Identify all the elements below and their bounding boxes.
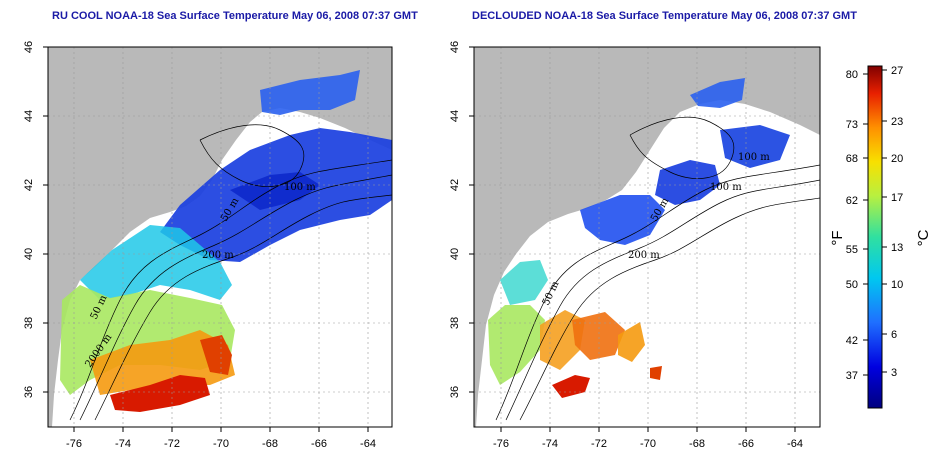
warm-water-region: [572, 312, 625, 360]
colorbar-f-ticks: [863, 73, 868, 376]
lon-tick-label: -76: [66, 438, 82, 450]
lon-tick-label: -64: [787, 438, 803, 450]
hot-water-region: [650, 366, 662, 380]
land-mass: [474, 47, 820, 427]
colorbar-f-tick-label: 68: [846, 153, 858, 165]
panel1-frame: [47, 46, 393, 428]
colorbar-f-tick-label: 42: [846, 335, 858, 347]
lon-tick-label: -68: [262, 438, 278, 450]
lon-tick-label: -66: [311, 438, 327, 450]
bathymetry-contours: [69, 124, 392, 421]
colorbar-c-tick-label: 13: [891, 242, 903, 254]
colorbar-f-tick-label: 50: [846, 279, 858, 291]
panel2-map: [474, 47, 820, 427]
contour-label: 100 m: [738, 152, 770, 163]
colorbar-c-tick-label: 10: [891, 279, 903, 291]
lat-tick-label: 40: [23, 248, 35, 260]
cold-water-region: [690, 78, 745, 108]
colorbar-f-tick-label: 80: [846, 69, 858, 81]
lat-tick-label: 44: [449, 110, 461, 122]
lat-tick-label: 36: [23, 386, 35, 398]
cool-water-region: [80, 225, 232, 300]
lon-tick-label: -70: [640, 438, 656, 450]
cool-water-region: [500, 260, 548, 305]
contour-label: 200 m: [628, 250, 660, 261]
colorbar-c-tick-label: 17: [891, 192, 903, 204]
lat-tick-label: 38: [449, 317, 461, 329]
colorbar-f-tick-label: 37: [846, 370, 858, 382]
hot-water-region: [110, 375, 210, 412]
contour-label: 200 m: [202, 250, 234, 261]
lon-tick-label: -66: [738, 438, 754, 450]
lon-tick-label: -70: [213, 438, 229, 450]
contour-label: 100 m: [710, 182, 742, 193]
lat-tick-label: 44: [23, 110, 35, 122]
cold-water-region: [655, 160, 720, 205]
cold-water-region: [230, 172, 320, 210]
lat-tick-label: 36: [449, 386, 461, 398]
colorbar: [867, 65, 883, 409]
colorbar-c-tick-label: 20: [891, 153, 903, 165]
panel1-lat-axis: [43, 46, 48, 393]
map-graticule: [48, 47, 392, 427]
lon-tick-label: -72: [591, 438, 607, 450]
colorbar-f-tick-label: 73: [846, 119, 858, 131]
lat-tick-label: 46: [449, 41, 461, 53]
lon-tick-label: -76: [493, 438, 509, 450]
cold-water-region: [580, 195, 665, 245]
panel2-frame: [473, 46, 821, 428]
colorbar-c-ticks: [882, 69, 887, 373]
lat-tick-label: 42: [449, 179, 461, 191]
map-graticule: [474, 47, 820, 427]
lon-tick-label: -64: [360, 438, 376, 450]
bathymetry-contours: [495, 116, 820, 421]
hot-water-region: [200, 335, 232, 375]
colorbar-c-tick-label: 3: [891, 367, 897, 379]
cold-water-region: [720, 125, 790, 168]
colorbar-c-tick-label: 27: [891, 65, 903, 77]
panel2-lat-axis: [469, 46, 474, 393]
panel2-lon-axis: [500, 427, 796, 432]
lon-tick-label: -68: [689, 438, 705, 450]
land-mass: [48, 47, 392, 427]
lat-tick-label: 38: [23, 317, 35, 329]
lat-tick-label: 46: [23, 41, 35, 53]
colorbar-c-tick-label: 6: [891, 329, 897, 341]
lon-tick-label: -74: [115, 438, 131, 450]
fahrenheit-unit-label: °F: [829, 230, 846, 245]
lat-tick-label: 40: [449, 248, 461, 260]
lat-tick-label: 42: [23, 179, 35, 191]
celsius-unit-label: °C: [915, 229, 932, 246]
panel1-lon-axis: [73, 427, 369, 432]
warm-water-region: [618, 322, 645, 362]
colorbar-c-tick-label: 23: [891, 116, 903, 128]
panel1-map: [48, 47, 392, 427]
lon-tick-label: -74: [542, 438, 558, 450]
mild-water-region: [488, 305, 545, 385]
lon-tick-label: -72: [164, 438, 180, 450]
panel1-title: RU COOL NOAA-18 Sea Surface Temperature …: [52, 10, 418, 22]
cold-water-region: [260, 70, 360, 115]
colorbar-f-tick-label: 62: [846, 195, 858, 207]
contour-label: 100 m: [284, 182, 316, 193]
colorbar-f-tick-label: 55: [846, 244, 858, 256]
panel2-title: DECLOUDED NOAA-18 Sea Surface Temperatur…: [472, 10, 857, 22]
